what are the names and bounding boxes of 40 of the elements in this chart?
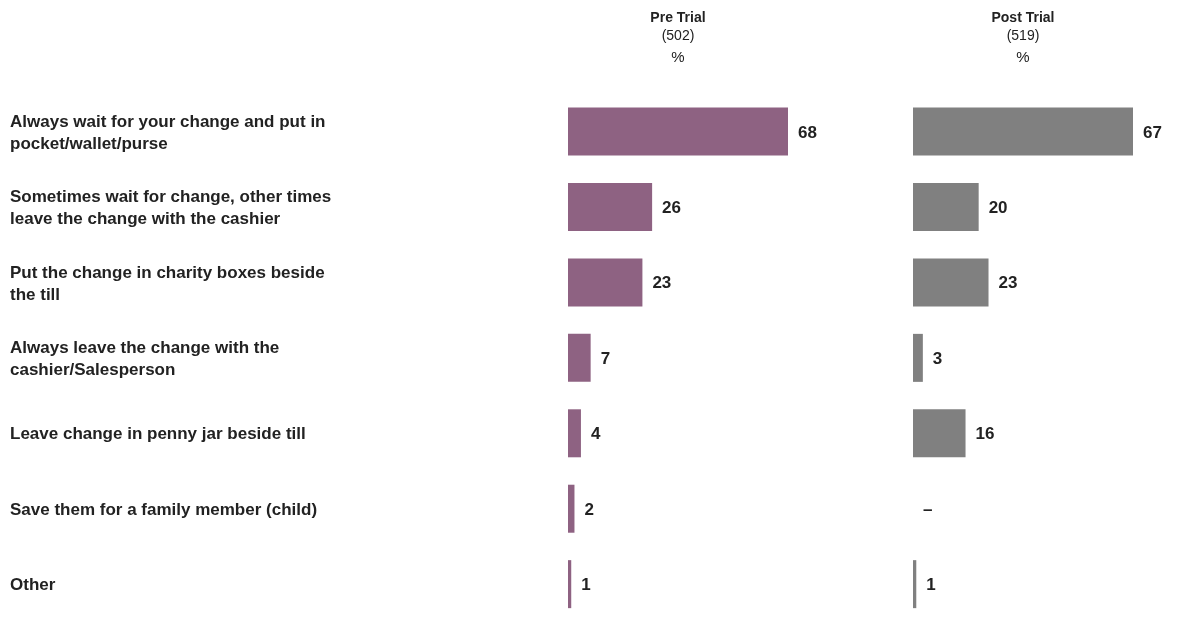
text: – — [923, 499, 933, 519]
y-tick-label: Always wait for your change and put in pocket/wallet/purse — [10, 111, 326, 153]
data-label: 20 — [988, 197, 1008, 217]
bar — [913, 333, 923, 382]
y-tick-label: Always leave the change with the cashier/Salesperson — [10, 338, 280, 379]
bar — [913, 183, 979, 232]
bar — [568, 560, 572, 609]
chart-title: Post Trial — [990, 8, 1056, 26]
data-label: 23 — [652, 273, 672, 293]
y-tick-label: Other — [10, 575, 56, 595]
data-label: 23 — [998, 273, 1018, 293]
data-label: 7 — [600, 348, 611, 368]
bar — [568, 484, 575, 533]
bar — [913, 409, 966, 458]
data-label: 68 — [798, 122, 817, 142]
data-label: 67 — [1143, 122, 1162, 142]
bar — [568, 183, 653, 232]
data-label: 16 — [975, 424, 995, 444]
bar — [913, 107, 1133, 156]
data-label: 1 — [926, 575, 936, 595]
data-label: 26 — [662, 197, 682, 217]
y-tick-label: Put the change in charity boxes beside the till — [10, 262, 325, 304]
y-tick-label: Leave change in penny jar beside till — [10, 424, 306, 444]
bar — [568, 333, 591, 382]
data-label: 2 — [584, 499, 594, 519]
chart-subtitle: (519) — [1005, 26, 1041, 44]
bar — [913, 258, 989, 307]
chart-subtitle: (502) — [660, 26, 696, 44]
data-label: 3 — [932, 348, 943, 368]
bar — [568, 409, 581, 458]
bar — [568, 107, 788, 156]
text: % — [670, 48, 686, 66]
bar — [568, 258, 643, 307]
chart-title: Pre Trial — [649, 8, 707, 26]
text: % — [1015, 48, 1031, 66]
y-tick-label: Sometimes wait for change, other times leave the change with the cashier — [10, 187, 332, 229]
y-tick-label: Save them for a family member (child) — [10, 499, 318, 519]
data-label: 4 — [590, 424, 601, 444]
bar — [913, 560, 917, 609]
data-label: 1 — [581, 575, 591, 595]
